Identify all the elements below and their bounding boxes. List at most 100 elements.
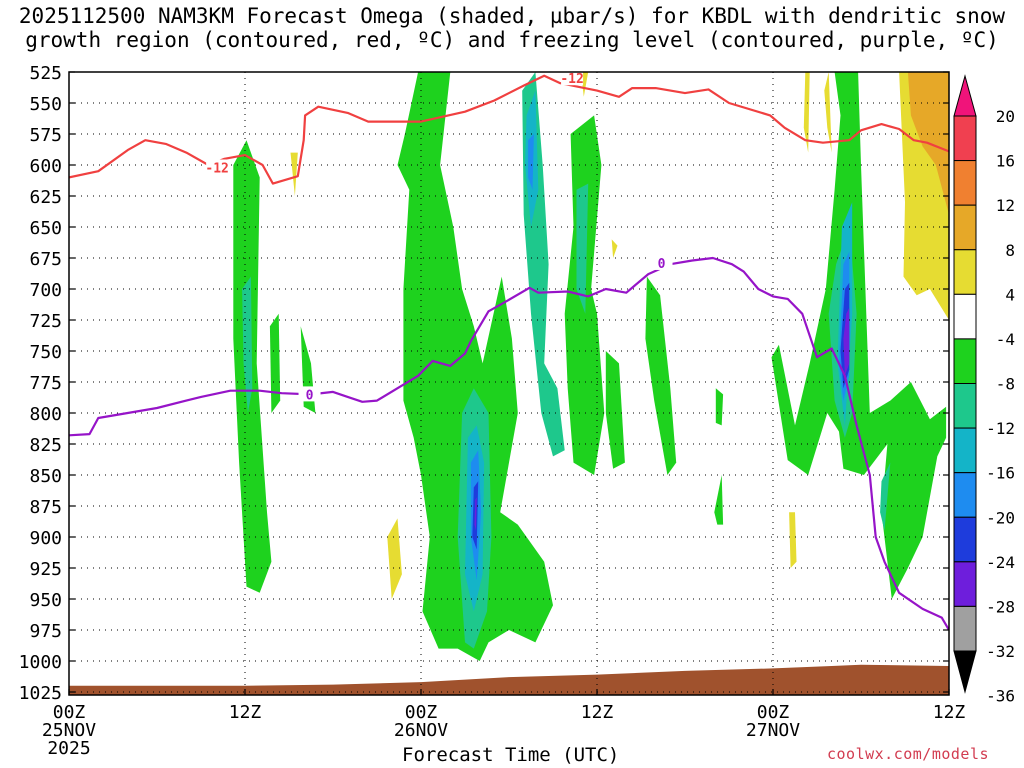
colorbar-label: -8	[996, 375, 1015, 394]
dgz-contour-label: -12	[560, 72, 583, 87]
dgz-contour-label: -12	[205, 161, 228, 176]
colorbar-segment	[953, 293, 977, 340]
omega-region	[714, 475, 724, 525]
omega-region	[605, 351, 625, 469]
colorbar-top-arrow	[953, 74, 977, 117]
x-tick-label: 12Z	[581, 702, 614, 723]
omega-region	[242, 276, 253, 413]
omega-region	[528, 134, 534, 190]
y-tick-label: 850	[29, 466, 62, 487]
y-tick-label: 550	[29, 94, 62, 115]
y-tick-label: 800	[29, 404, 62, 425]
colorbar-segment	[953, 561, 977, 607]
x-tick-date: 25NOV	[42, 720, 96, 741]
omega-region	[880, 462, 891, 531]
omega-region	[290, 152, 298, 196]
freezing-level-contour-label: 0	[306, 388, 314, 403]
colorbar-segment	[953, 383, 977, 429]
y-tick-label: 1000	[19, 652, 62, 673]
omega-region	[387, 518, 402, 599]
x-tick-date: 27NOV	[746, 720, 800, 741]
x-tick-label: 00Z	[757, 702, 790, 723]
colorbar-segment	[953, 427, 977, 474]
omega-shading	[233, 72, 949, 661]
x-tick-label: 00Z	[53, 702, 86, 723]
plot-frame	[68, 71, 950, 696]
freezing-level-contour-label: 0	[658, 257, 666, 272]
colorbar-label: -32	[986, 642, 1015, 661]
y-tick-label: 925	[29, 559, 62, 580]
colorbar-label: -12	[986, 419, 1015, 438]
omega-region	[645, 276, 677, 475]
colorbar-label: -16	[986, 464, 1015, 483]
colorbar-segment	[953, 516, 977, 563]
colorbar-label: -4	[996, 330, 1015, 349]
y-axis: 525 550 575 600 625 650 675 700 725 750 775 800 825 8…	[19, 63, 949, 704]
freezing-level-contour-label-bg	[650, 254, 673, 270]
omega-region	[715, 388, 724, 426]
y-tick-label: 975	[29, 621, 62, 642]
x-tick-label: 12Z	[229, 702, 262, 723]
colorbar-segment	[953, 472, 977, 518]
colorbar-label: 8	[1005, 241, 1015, 260]
y-tick-label: 775	[29, 373, 62, 394]
colorbar-bottom-arrow	[953, 650, 977, 694]
colorbar-segment	[953, 204, 977, 251]
omega-region	[611, 239, 618, 258]
omega-region	[397, 72, 553, 661]
y-tick-label: 900	[29, 528, 62, 549]
omega-region	[824, 72, 832, 153]
y-tick-label: 875	[29, 497, 62, 518]
colorbar-label: -20	[986, 508, 1015, 527]
x-tick-label: 00Z	[405, 702, 438, 723]
colorbar-label: 4	[1005, 285, 1015, 304]
colorbar-segment	[953, 605, 977, 652]
x-tick-year: 2025	[47, 738, 90, 759]
y-tick-label: 950	[29, 590, 62, 611]
colorbar-label: 20	[996, 107, 1015, 126]
y-tick-label: 600	[29, 156, 62, 177]
colorbar-label: -28	[986, 597, 1015, 616]
omega-region	[843, 307, 850, 376]
y-tick-label: 675	[29, 249, 62, 270]
x-axis-title: Forecast Time (UTC)	[402, 744, 620, 766]
colorbar-segment	[953, 160, 977, 206]
dgz-contour-label-bg	[561, 72, 584, 86]
credit-link[interactable]: coolwx.com/models	[827, 745, 990, 763]
y-tick-label: 750	[29, 342, 62, 363]
omega-region	[803, 72, 810, 153]
y-tick-label: 700	[29, 280, 62, 301]
chart-title: 2025112500 NAM3KM Forecast Omega (shaded…	[0, 4, 1024, 52]
y-tick-label: 575	[29, 125, 62, 146]
colorbar-label: -24	[986, 553, 1015, 572]
colorbar-label: 16	[996, 152, 1015, 171]
omega-region	[771, 72, 947, 599]
y-tick-label: 525	[29, 63, 62, 84]
y-tick-label: 1025	[19, 683, 62, 704]
y-tick-label: 825	[29, 435, 62, 456]
omega-region	[269, 313, 281, 413]
title-line-1: 2025112500 NAM3KM Forecast Omega (shaded…	[18, 4, 1006, 28]
colorbar-label: -36	[986, 687, 1015, 706]
omega-region	[474, 497, 477, 531]
y-tick-label: 725	[29, 311, 62, 332]
colorbar: 20 16 12 8 4 -4 -8 -12 -16 -20 -24 -28 -32 -36	[953, 74, 1015, 706]
y-tick-label: 650	[29, 218, 62, 239]
x-tick-date: 26NOV	[394, 720, 448, 741]
dgz-contour-label-bg	[206, 159, 229, 175]
colorbar-label: 12	[996, 196, 1015, 215]
title-line-2: growth region (contoured, red, ºC) and f…	[25, 28, 999, 52]
freezing-level-contour-label-bg	[298, 386, 321, 402]
terrain-layer	[69, 664, 949, 695]
omega-region	[233, 140, 272, 593]
omega-region	[576, 183, 589, 314]
terrain-fill	[69, 664, 949, 695]
colorbar-segment	[953, 115, 977, 162]
y-tick-label: 625	[29, 187, 62, 208]
colorbar-segment	[953, 249, 977, 295]
contour-layer: -12 -12 0 0	[69, 72, 949, 631]
omega-region	[789, 512, 797, 568]
freezing-level-contour	[69, 256, 949, 631]
